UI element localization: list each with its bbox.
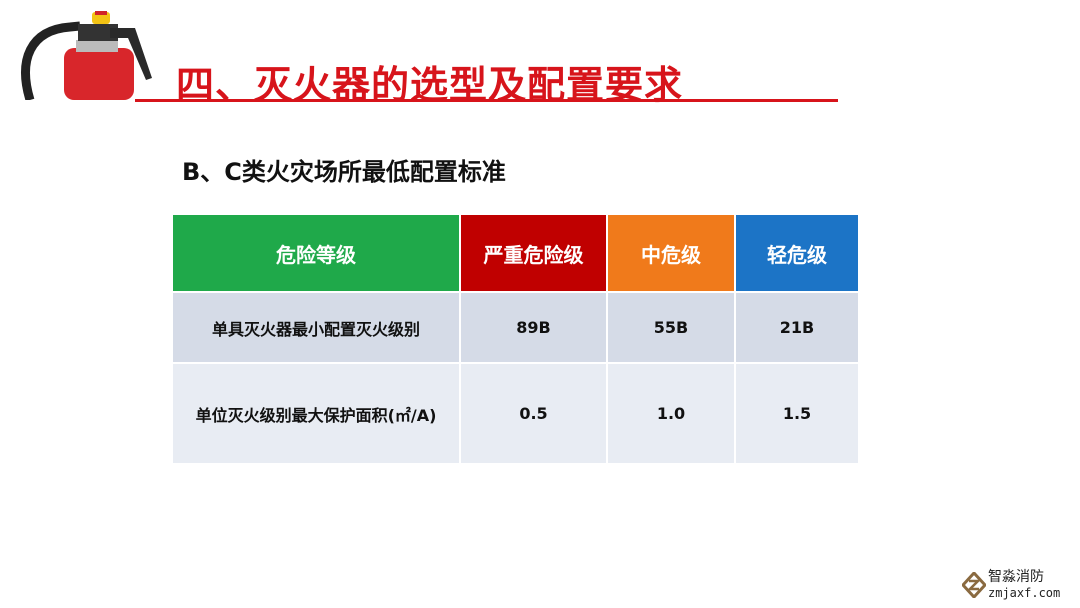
cell: 89B (461, 293, 606, 362)
cell: 1.5 (736, 364, 858, 463)
table-header-row: 危险等级 严重危险级 中危级 轻危级 (173, 215, 858, 291)
cell: 1.0 (608, 364, 734, 463)
logo-url: zmjaxf.com (988, 586, 1061, 600)
header-medium: 中危级 (608, 215, 734, 291)
cell: 0.5 (461, 364, 606, 463)
row-label: 单位灭火级别最大保护面积(㎡/A) (173, 364, 459, 463)
cell: 21B (736, 293, 858, 362)
config-standard-table: 危险等级 严重危险级 中危级 轻危级 单具灭火器最小配置灭火级别 89B 55B… (171, 213, 860, 465)
section-subtitle: B、C类火灾场所最低配置标准 (182, 158, 506, 186)
row-label: 单具灭火器最小配置灭火级别 (173, 293, 459, 362)
header-hazard-level: 危险等级 (173, 215, 459, 291)
fire-extinguisher-image (21, 11, 152, 100)
table-row: 单位灭火级别最大保护面积(㎡/A) 0.5 1.0 1.5 (173, 364, 858, 463)
logo-name: 智淼消防 (988, 569, 1044, 585)
cell: 55B (608, 293, 734, 362)
title-divider (135, 99, 838, 102)
header-light: 轻危级 (736, 215, 858, 291)
logo-icon (962, 572, 986, 598)
table-row: 单具灭火器最小配置灭火级别 89B 55B 21B (173, 293, 858, 362)
header-severe: 严重危险级 (461, 215, 606, 291)
